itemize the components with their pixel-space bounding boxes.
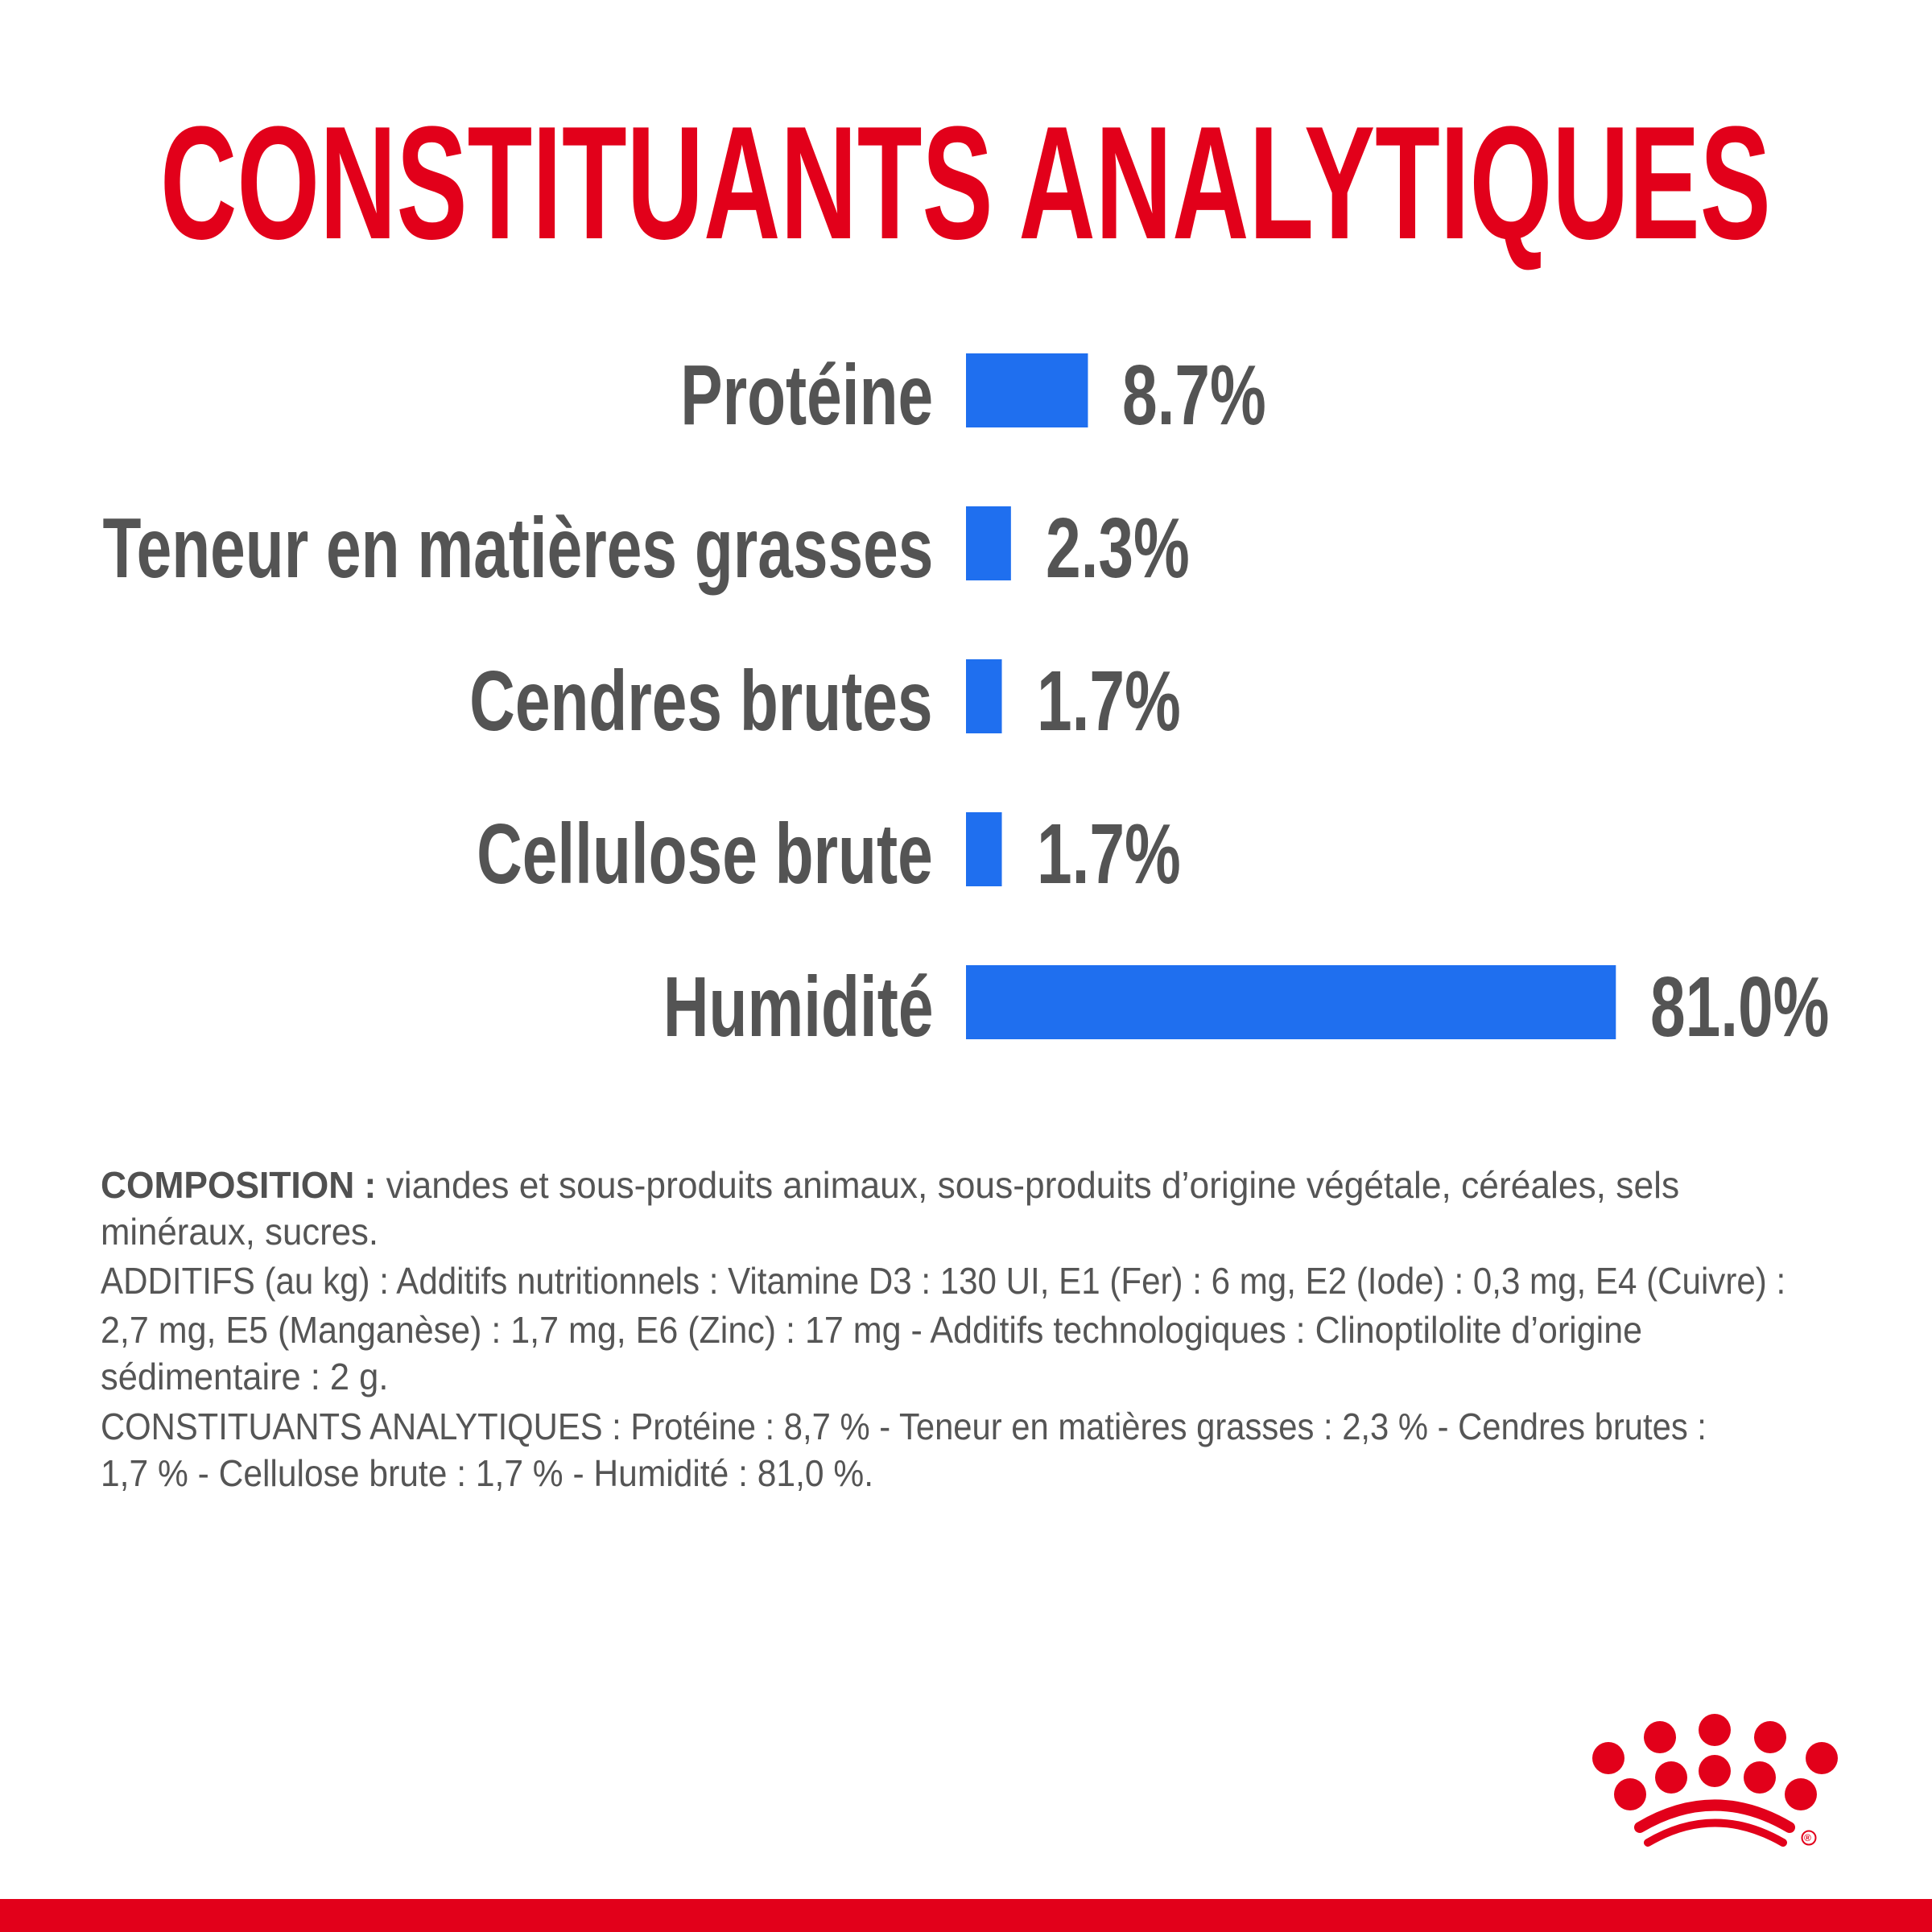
- bar-chart: [966, 353, 1616, 1039]
- bar: [966, 353, 1088, 427]
- composition-line: minéraux, sucres.: [101, 1211, 379, 1253]
- category-label: Teneur en matières grasses: [102, 501, 933, 596]
- page-title: CONSTITUANTS ANALYTIQUES: [160, 93, 1771, 273]
- value-label: 2.3%: [1045, 501, 1190, 596]
- analytical-line: CONSTITUANTS ANALYTIQUES : Protéine : 8,…: [101, 1406, 1707, 1447]
- bar: [966, 506, 1011, 580]
- composition-text: viandes et sous-produits animaux, sous-p…: [376, 1164, 1680, 1206]
- value-label: 81.0%: [1650, 960, 1830, 1055]
- additives-line: ADDITIFS (au kg) : Additifs nutritionnel…: [101, 1260, 1786, 1302]
- category-label: Protéine: [680, 348, 933, 443]
- bar: [966, 659, 1002, 733]
- category-label: Cendres brutes: [469, 654, 933, 749]
- additives-line: 2,7 mg, E5 (Manganèse) : 1,7 mg, E6 (Zin…: [101, 1309, 1643, 1351]
- value-label: 8.7%: [1122, 348, 1267, 443]
- bar: [966, 812, 1002, 886]
- footer-bar: [0, 1899, 1932, 1932]
- additives-line: sédimentaire : 2 g.: [101, 1356, 389, 1397]
- value-label: 1.7%: [1036, 807, 1181, 902]
- composition-line: COMPOSITION : viandes et sous-produits a…: [101, 1164, 1679, 1206]
- category-label: Cellulose brute: [477, 807, 933, 902]
- crown-logo: [1592, 1714, 1838, 1847]
- bar: [966, 965, 1616, 1039]
- registered-mark: ®: [1804, 1832, 1811, 1843]
- value-label: 1.7%: [1036, 654, 1181, 749]
- analytical-line: 1,7 % - Cellulose brute : 1,7 % - Humidi…: [101, 1452, 874, 1494]
- composition-heading: COMPOSITION :: [101, 1164, 377, 1206]
- category-label: Humidité: [663, 960, 933, 1055]
